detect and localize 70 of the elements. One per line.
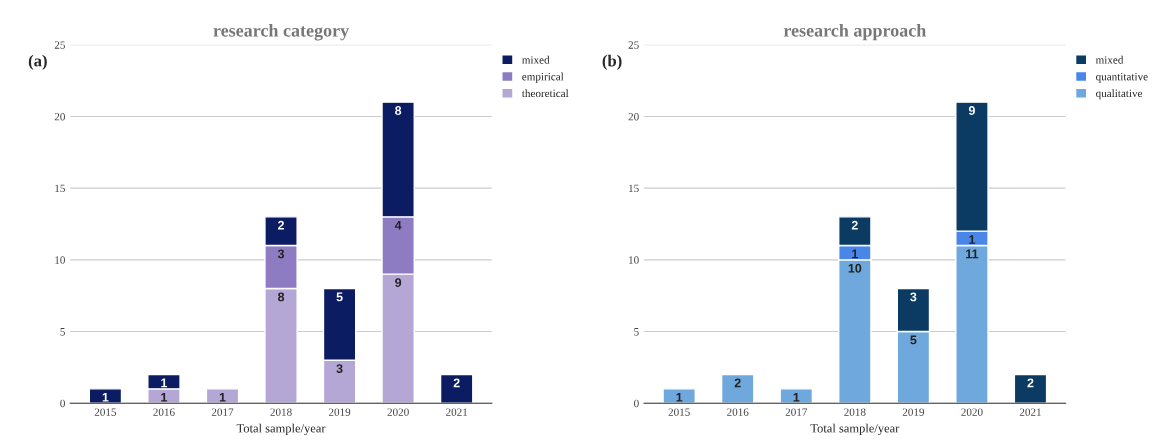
data-label: 11 xyxy=(966,249,979,259)
y-tick-label: 20 xyxy=(628,112,639,121)
data-label: 5 xyxy=(910,335,917,345)
data-label: 10 xyxy=(848,263,862,273)
legend-label: empirical xyxy=(522,72,564,83)
y-tick-label: 10 xyxy=(629,256,639,264)
bar xyxy=(1013,373,1048,404)
x-tick-label: 2016 xyxy=(153,408,175,416)
data-label: 5 xyxy=(336,292,343,302)
bar xyxy=(720,373,755,404)
x-tick-label: 2021 xyxy=(1019,408,1041,416)
y-tick-label: 5 xyxy=(60,328,65,336)
x-tick-label: 2020 xyxy=(961,408,983,416)
data-label: 1 xyxy=(969,235,976,244)
y-tick-label: 15 xyxy=(629,184,639,193)
data-label: 1 xyxy=(852,249,858,259)
x-tick-label: 2016 xyxy=(727,408,749,416)
text: (b) xyxy=(602,54,622,70)
x-axis-title: Total sample/year xyxy=(236,423,326,436)
legend-label: quantitative xyxy=(1096,72,1148,83)
bar xyxy=(439,373,474,404)
data-label: 8 xyxy=(277,292,285,302)
bar xyxy=(88,388,123,404)
chart-title: research approach xyxy=(783,23,927,41)
text: (a) xyxy=(28,54,47,70)
x-tick-label: 2021 xyxy=(446,408,468,416)
data-label: 1 xyxy=(676,392,683,402)
x-tick-label: 2018 xyxy=(844,408,866,416)
x-tick-label: 2019 xyxy=(328,408,351,416)
data-label: 3 xyxy=(277,249,285,259)
x-tick-label: 2019 xyxy=(902,408,925,416)
legend-label: qualitative xyxy=(1096,89,1143,100)
data-label: 1 xyxy=(793,392,800,402)
x-tick-label: 2017 xyxy=(211,408,234,416)
data-label: 2 xyxy=(734,378,741,388)
data-label: 3 xyxy=(910,292,917,302)
y-tick-label: 5 xyxy=(634,328,639,336)
data-label: 9 xyxy=(968,106,975,115)
data-label: 3 xyxy=(336,364,343,374)
y-tick-label: 0 xyxy=(60,399,65,408)
y-tick-label: 25 xyxy=(628,41,639,49)
y-tick-label: 0 xyxy=(634,399,639,408)
chart-title: research category xyxy=(213,23,349,41)
x-tick-label: 2020 xyxy=(387,408,409,416)
data-label: 9 xyxy=(395,278,402,287)
data-label: 4 xyxy=(394,220,402,230)
legend-label: mixed xyxy=(1095,55,1124,64)
x-tick-label: 2015 xyxy=(94,408,117,416)
bar xyxy=(779,388,814,404)
data-label: 8 xyxy=(395,106,402,115)
data-label: 1 xyxy=(219,392,226,402)
x-tick-label: 2017 xyxy=(785,408,808,416)
bar xyxy=(662,388,696,404)
x-tick-label: 2018 xyxy=(270,408,292,416)
bar xyxy=(205,388,240,404)
y-tick-label: 10 xyxy=(55,256,65,264)
data-label: 1 xyxy=(161,392,168,402)
y-tick-label: 15 xyxy=(55,184,65,193)
data-label: 2 xyxy=(453,378,460,388)
y-tick-label: 20 xyxy=(54,112,65,121)
data-label: 2 xyxy=(278,220,285,230)
legend-label: theoretical xyxy=(521,89,569,98)
data-label: 2 xyxy=(1027,378,1034,388)
data-label: 1 xyxy=(161,378,168,388)
y-tick-label: 25 xyxy=(54,41,65,49)
x-tick-label: 2015 xyxy=(668,408,690,416)
data-label: 2 xyxy=(851,220,858,230)
data-label: 1 xyxy=(102,392,109,402)
x-axis-title: Total sample/year xyxy=(810,423,900,436)
legend-label: mixed xyxy=(522,55,550,64)
